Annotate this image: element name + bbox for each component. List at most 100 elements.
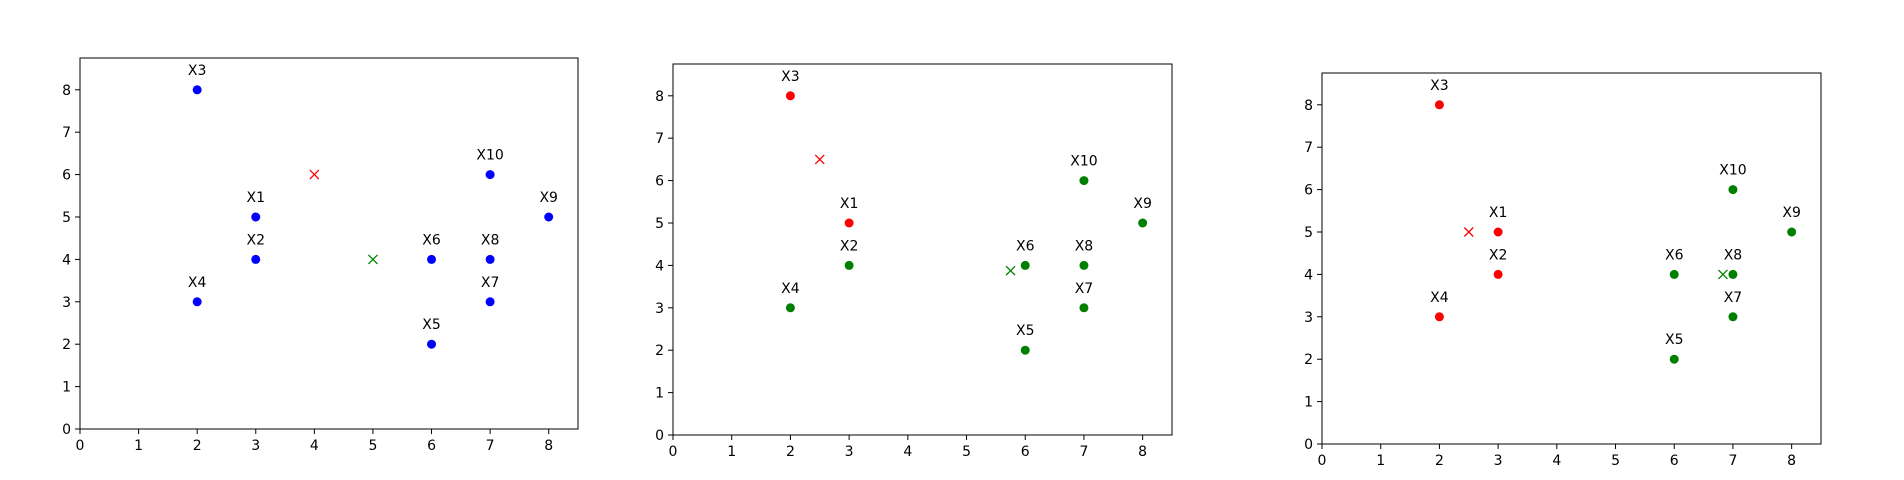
point-label: X6 [1016,238,1035,254]
point-label: X8 [1075,238,1094,254]
point-label: X10 [476,148,503,164]
x-tick-label: 6 [1021,444,1030,460]
data-point [1079,303,1089,313]
point-label: X4 [1430,290,1449,306]
y-tick-label: 1 [1304,395,1313,411]
y-tick-label: 8 [655,89,664,105]
centroid-marker [1463,227,1474,237]
point-label: X9 [1782,205,1801,221]
x-tick-label: 5 [962,444,971,460]
data-point [1669,354,1679,364]
point-label: X10 [1070,154,1097,170]
point-label: X9 [1133,196,1152,212]
x-tick-label: 8 [544,438,553,454]
data-point [544,212,554,222]
data-point [1669,269,1679,279]
point-label: X5 [422,317,441,333]
centroid-marker [367,254,378,265]
x-tick-label: 7 [1079,444,1088,460]
data-point [785,303,795,313]
point-label: X4 [188,275,207,291]
plot-frame [79,57,579,430]
data-point [1020,260,1030,270]
point-label: X3 [781,69,800,85]
data-point [427,339,437,349]
x-tick-label: 3 [1494,453,1503,469]
x-tick-label: 2 [786,444,795,460]
data-point [1728,269,1738,279]
x-tick-label: 3 [845,444,854,460]
y-tick-label: 7 [1304,140,1313,156]
centroid-marker [1005,265,1016,276]
point-label: X1 [1489,205,1508,221]
chart-panel-2: 0 1 2 3 4 5 6 7 8 0 1 2 3 4 5 6 7 8 X1 X2 X3 X4 X5 X6 X7 X8 X9 X10 [655,63,1173,460]
centroid-marker [309,169,320,180]
plot-frame [672,63,1173,436]
data-point [485,170,495,180]
y-tick-label: 0 [62,422,71,438]
point-label: X10 [1719,163,1746,179]
data-point [844,260,854,270]
data-point [1434,312,1444,322]
data-point [485,254,495,264]
x-tick-label: 2 [193,438,202,454]
x-tick-label: 2 [1435,453,1444,469]
x-tick-label: 4 [903,444,912,460]
data-point [1079,176,1089,186]
y-tick-label: 8 [62,83,71,99]
y-tick-label: 3 [62,295,71,311]
x-tick-label: 4 [310,438,319,454]
point-label: X4 [781,281,800,297]
data-point [427,254,437,264]
point-label: X3 [188,63,207,79]
x-tick-label: 6 [427,438,436,454]
y-tick-label: 4 [62,252,71,268]
centroid-marker [814,154,825,165]
data-point [251,254,261,264]
y-tick-label: 5 [1304,225,1313,241]
data-point [251,212,261,222]
point-label: X7 [1724,290,1743,306]
point-label: X6 [1665,247,1684,263]
data-point [844,218,854,228]
x-tick-label: 4 [1552,453,1561,469]
y-tick-label: 1 [655,386,664,402]
y-tick-label: 7 [62,125,71,141]
data-point [1138,218,1148,228]
point-label: X3 [1430,78,1449,94]
y-tick-label: 4 [1304,267,1313,283]
y-tick-label: 6 [62,168,71,184]
y-tick-label: 2 [62,337,71,353]
y-tick-label: 0 [1304,437,1313,453]
y-tick-label: 2 [655,343,664,359]
data-point [1079,260,1089,270]
point-label: X2 [247,232,266,248]
point-label: X8 [1724,247,1743,263]
y-tick-label: 2 [1304,352,1313,368]
y-tick-label: 0 [655,428,664,444]
x-tick-label: 8 [1138,444,1147,460]
point-label: X2 [840,238,859,254]
y-tick-label: 5 [62,210,71,226]
y-tick-label: 3 [1304,310,1313,326]
x-tick-label: 0 [76,438,85,454]
data-point [1434,100,1444,110]
data-point [192,297,202,307]
y-tick-label: 6 [655,174,664,190]
data-point [192,85,202,95]
data-point [1493,227,1503,237]
x-tick-label: 5 [1611,453,1620,469]
point-label: X5 [1016,323,1035,339]
y-tick-label: 7 [655,131,664,147]
x-tick-label: 1 [727,444,736,460]
data-point [1728,312,1738,322]
chart-panel-3: 0 1 2 3 4 5 6 7 8 0 1 2 3 4 5 6 7 8 X1 X2 X3 X4 X5 X6 X7 X8 X9 X10 [1304,72,1822,469]
y-tick-label: 4 [655,258,664,274]
x-tick-label: 5 [368,438,377,454]
point-label: X1 [247,190,266,206]
point-label: X6 [422,232,441,248]
data-point [785,91,795,101]
y-tick-label: 5 [655,216,664,232]
x-tick-label: 6 [1670,453,1679,469]
